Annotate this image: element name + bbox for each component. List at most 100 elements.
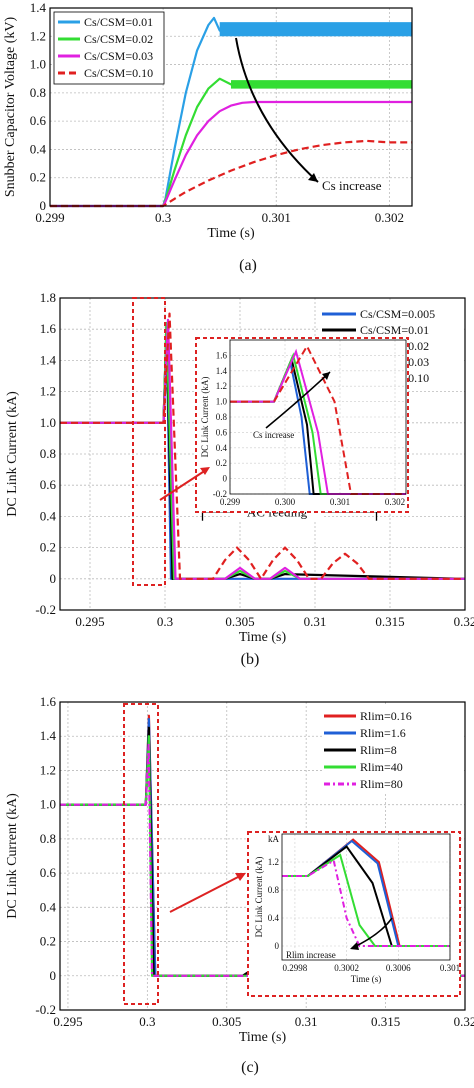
y-tick-label: 0	[50, 571, 57, 586]
chart-panel-a: 0.299 0.3 0.301 0.302 0 0.2 0.4 0.6 0.8 1.0 1.2 1.4…	[3, 0, 413, 274]
y-tick-label: 0.4	[40, 508, 57, 523]
inset-plot-frame	[229, 339, 407, 495]
y-tick-label: 1.2	[40, 384, 56, 399]
inset-y-tick: 0	[275, 941, 280, 951]
inset-x-tick: 0.301	[440, 963, 460, 973]
y-tick-label: 0.4	[30, 141, 47, 156]
x-tick-label: 0.305	[212, 1014, 241, 1029]
inset-y-tick: 1.6	[216, 350, 228, 360]
inset-x-label: Time (s)	[351, 974, 381, 984]
series-band	[219, 22, 412, 37]
panel-label: (c)	[241, 1059, 259, 1076]
inset-arrow	[265, 371, 331, 429]
y-tick-label: 0.2	[30, 170, 46, 185]
y-tick-label: 1.6	[40, 321, 57, 336]
x-tick-label: 0.315	[371, 1014, 400, 1029]
cs-increase-annotation: Cs increase	[322, 178, 382, 193]
y-tick-label: 0.8	[40, 446, 56, 461]
y-tick-label: 1.2	[30, 28, 46, 43]
inset-y-label: DC Link Current (kA)	[200, 377, 210, 458]
zoom-pointer-arrow	[159, 469, 207, 501]
x-tick-label: 0.315	[375, 614, 404, 629]
plot-frame	[59, 297, 466, 611]
legend-entry-3: Rlim=40	[360, 760, 403, 774]
legend-entry-0: Cs/CSM=0.005	[360, 307, 435, 321]
y-tick-label: 0.6	[40, 477, 57, 492]
y-tick-label: 1.2	[40, 762, 56, 777]
series-line-2	[50, 100, 412, 208]
panel-label: (b)	[241, 651, 260, 668]
legend-entry-2: Cs/CSM=0.03	[84, 49, 153, 63]
series-line-3	[50, 139, 412, 208]
inset-y-tick: 0.8	[268, 885, 280, 895]
x-tick-label: 0.31	[304, 614, 327, 629]
inset-y-tick: 1.4	[216, 366, 228, 376]
x-tick-label: 0.3	[155, 210, 171, 225]
x-axis-label: Time (s)	[239, 1030, 287, 1045]
x-tick-label: 0.299	[35, 210, 64, 225]
y-tick-label: 0	[50, 968, 57, 983]
chart-panel-c: 0.295 0.3 0.305 0.31 0.315 0.32 -0.2 0 0.2 0.4 0.6…	[5, 694, 474, 1076]
inset-annotation: Rlim increase	[286, 950, 336, 960]
inset-arrow-head	[322, 372, 330, 380]
zoom-highlight-box	[123, 703, 159, 1005]
y-tick-label: 1.8	[40, 290, 56, 305]
y-tick-label: 0	[40, 198, 47, 213]
y-tick-label: 1.6	[40, 694, 57, 709]
y-axis-label: DC Link Current (kA)	[5, 793, 20, 919]
legend: Rlim=0.16 Rlim=1.6 Rlim=8 Rlim=40 Rlim=80	[322, 706, 464, 794]
x-tick-label: 0.301	[262, 210, 291, 225]
zoom-highlight-box	[132, 297, 166, 586]
inset-x-tick: 0.2998	[283, 963, 308, 973]
inset-y-tick: 1.2	[216, 381, 227, 391]
inset-y-tick: 0.8	[216, 412, 228, 422]
y-tick-label: 1.4	[40, 352, 57, 367]
x-tick-label: 0.3	[139, 1014, 155, 1029]
legend-entry-1: Cs/CSM=0.01	[360, 323, 429, 337]
panel-label: (a)	[239, 257, 257, 274]
inset-y-tick: 1.0	[216, 397, 228, 407]
x-tick-label: 0.32	[454, 1014, 474, 1029]
legend-entry-1: Rlim=1.6	[360, 726, 406, 740]
y-tick-label: 0.8	[30, 85, 46, 100]
inset-y-tick: 0.4	[216, 443, 228, 453]
inset-annotation: Cs increase	[253, 430, 294, 440]
legend-entry-0: Rlim=0.16	[360, 709, 412, 723]
chart-panel-b: 0.295 0.3 0.305 0.31 0.315 0.32 -0.2 0 0.2 0.4 0.6…	[5, 290, 474, 668]
y-tick-label: -0.2	[35, 1002, 56, 1017]
increase-arrow	[235, 37, 319, 183]
inset-y-label: DC Link Current (kA)	[254, 857, 264, 938]
legend-entry-1: Cs/CSM=0.02	[84, 32, 153, 46]
y-tick-label: 1.0	[30, 57, 46, 72]
inset-plot-frame	[281, 833, 451, 961]
y-tick-label: 1.0	[40, 797, 56, 812]
inset-unit: kA	[268, 834, 280, 844]
inset-y-tick: 0.6	[216, 427, 228, 437]
inset-x-tick: 0.302	[385, 497, 405, 507]
legend-entry-3: Cs/CSM=0.10	[84, 66, 153, 80]
arrow-head	[308, 173, 318, 182]
inset-arrow-head	[350, 942, 359, 950]
y-tick-label: 0.4	[40, 899, 57, 914]
plot-frame	[59, 701, 466, 1011]
x-axis-label: Time (s)	[239, 630, 287, 645]
inset-x-tick: 0.299	[220, 497, 241, 507]
inset-frame	[247, 831, 461, 997]
x-tick-label: 0.302	[375, 210, 404, 225]
inset-y-tick: 0.2	[216, 458, 227, 468]
y-tick-label: 0.2	[40, 540, 56, 555]
zoom-pointer-arrow	[169, 875, 241, 913]
x-tick-label: 0.31	[295, 1014, 318, 1029]
zoom-pointer-head	[235, 873, 246, 881]
y-tick-label: -0.2	[35, 602, 56, 617]
legend-entry-4: Rlim=80	[360, 777, 403, 791]
inset-x-tick: 0.3006	[386, 963, 411, 973]
x-tick-label: 0.305	[225, 614, 254, 629]
inset-series-4	[230, 344, 406, 495]
zoom-pointer-head	[200, 467, 210, 475]
legend-entry-0: Cs/CSM=0.01	[84, 15, 153, 29]
plot-frame	[49, 7, 413, 207]
y-tick-label: 1.4	[40, 728, 57, 743]
x-tick-label: 0.295	[53, 1014, 82, 1029]
